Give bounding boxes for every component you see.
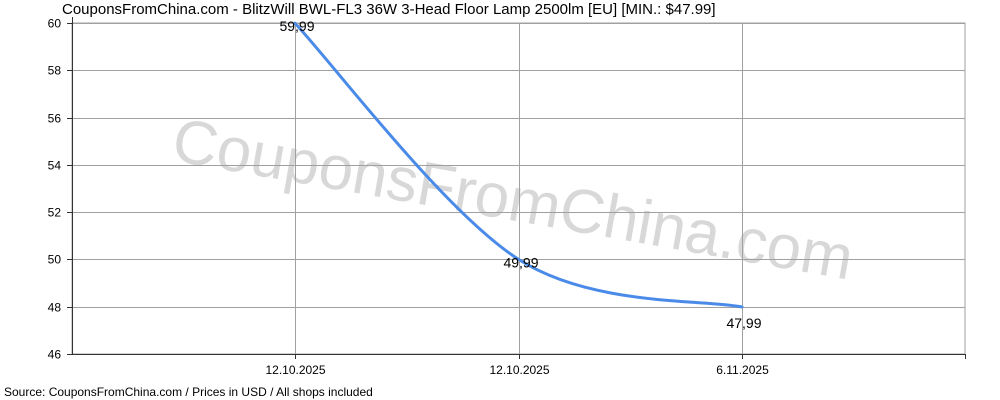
x-tick-label: 12.10.2025 [265, 363, 325, 377]
y-tick-label: 58 [48, 64, 62, 78]
x-tick-label: 6.11.2025 [716, 363, 769, 377]
y-tick-label: 46 [48, 348, 62, 362]
chart-title: CouponsFromChina.com - BlitzWill BWL-FL3… [62, 1, 716, 18]
data-label: 49,99 [503, 255, 538, 271]
y-tick-label: 54 [48, 159, 62, 173]
axes: 46 48 50 52 54 56 58 60 12.10.2025 12.10.2025 6.11… [48, 17, 966, 377]
series-line [293, 21, 744, 309]
series [293, 21, 744, 309]
y-tick-label: 60 [48, 17, 62, 31]
data-label: 59,99 [279, 18, 314, 34]
data-labels: 59,99 49,99 47,99 [279, 18, 761, 331]
x-tick-label: 12.10.2025 [489, 363, 549, 377]
chart-footer: Source: CouponsFromChina.com / Prices in… [4, 385, 373, 399]
data-label: 47,99 [726, 315, 761, 331]
y-tick-label: 52 [48, 206, 62, 220]
y-tick-label: 50 [48, 253, 62, 267]
grid [71, 22, 966, 355]
y-tick-label: 56 [48, 112, 62, 126]
y-tick-label: 48 [48, 301, 62, 315]
